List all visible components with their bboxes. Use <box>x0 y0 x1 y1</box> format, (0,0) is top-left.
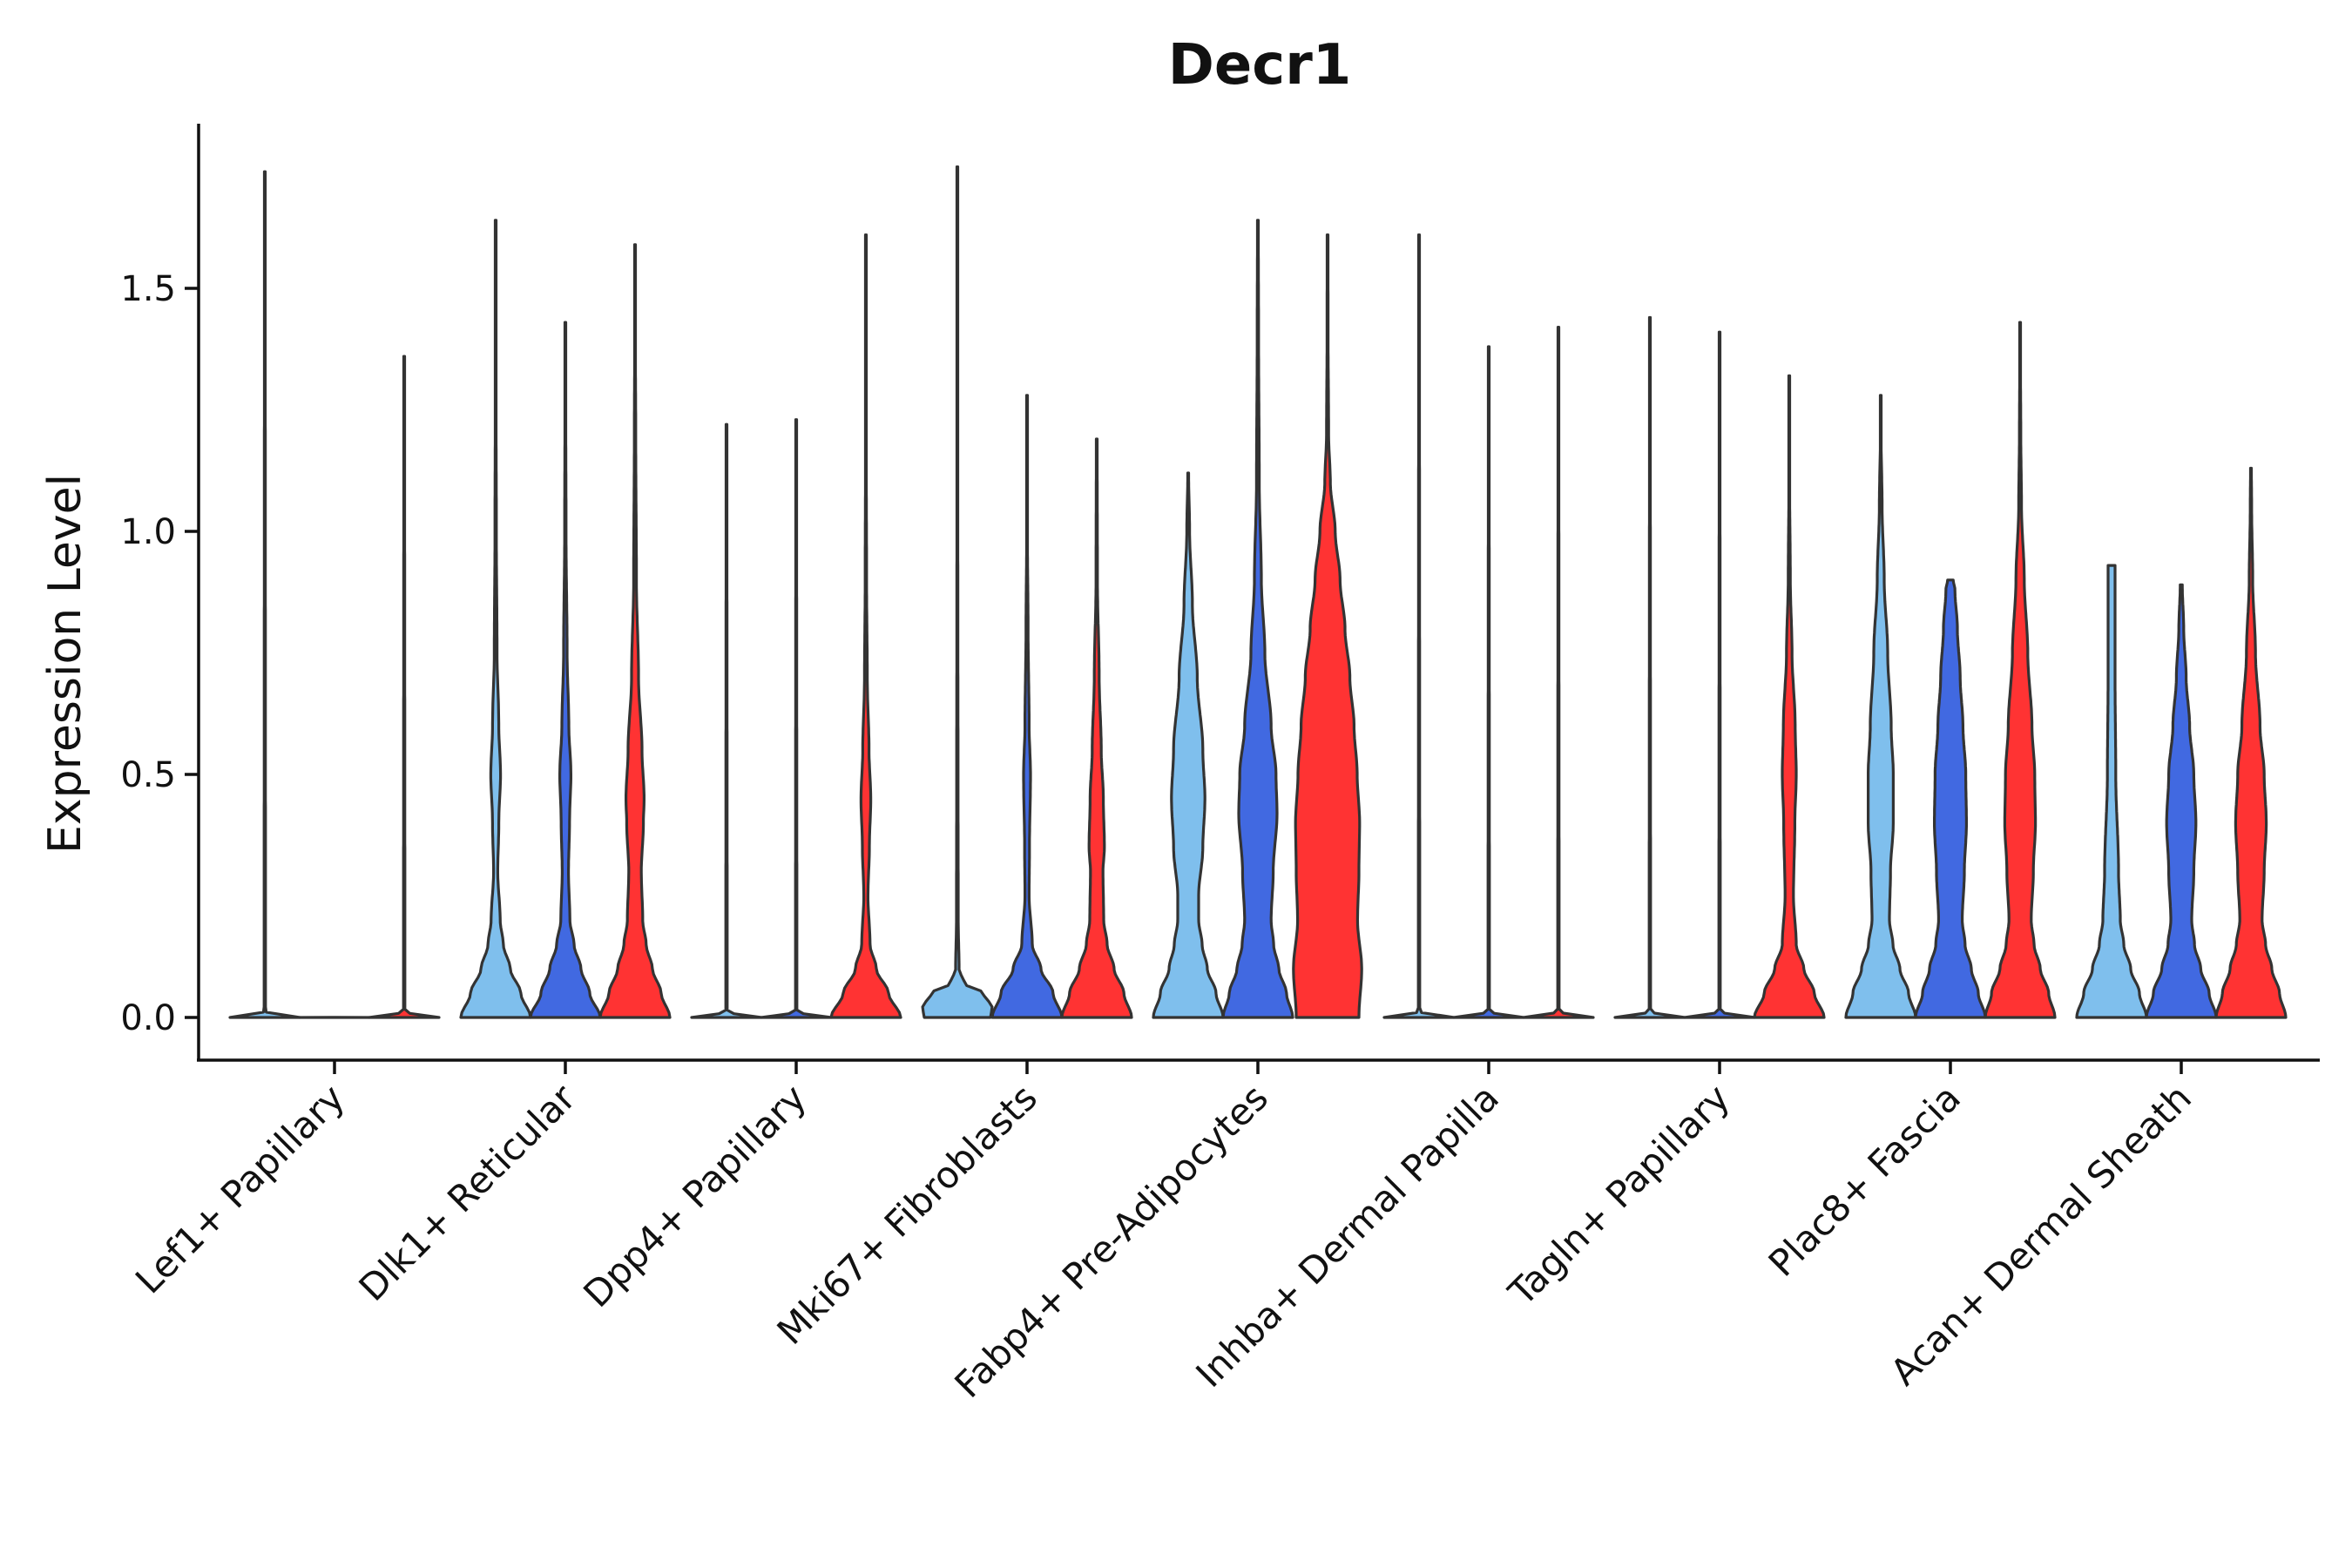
category-label: Mki67+ Fibroblasts <box>769 1076 1045 1352</box>
violin-6-2 <box>1452 345 1525 1019</box>
y-axis-ticks: 0.0 0.5 1.0 1.5 <box>120 269 199 1038</box>
violin-7-1 <box>1613 315 1686 1019</box>
y-axis-title: Expression Level <box>39 474 91 854</box>
violin-1-1 <box>228 170 301 1019</box>
y-tick-label: 1.5 <box>120 269 176 309</box>
violin-9-1 <box>2075 564 2148 1019</box>
violin-3-2 <box>760 418 833 1019</box>
y-tick-label: 0.0 <box>120 998 176 1038</box>
violin-7-3 <box>1753 374 1826 1019</box>
category-label: Tagln+ Papillary <box>1500 1076 1738 1314</box>
violin-3-1 <box>690 422 763 1019</box>
violin-4-1 <box>921 165 994 1019</box>
violin-2-2 <box>529 321 602 1019</box>
violin-5-3 <box>1292 233 1363 1019</box>
violin-9-2 <box>2145 583 2218 1019</box>
category-label: Lef1+ Papillary <box>127 1076 353 1301</box>
violin-2-1 <box>459 219 532 1019</box>
category-label: Dlk1+ Reticular <box>351 1076 585 1309</box>
violin-6-1 <box>1382 233 1456 1019</box>
violin-8-1 <box>1844 394 1917 1019</box>
violin-8-2 <box>1914 578 1987 1019</box>
chart-title: Decr1 <box>1168 33 1352 98</box>
violin-3-3 <box>829 233 902 1019</box>
category-label: Dpp4+ Papillary <box>575 1076 814 1315</box>
violin-6-3 <box>1522 326 1595 1019</box>
violin-1-3 <box>368 355 441 1019</box>
y-tick-label: 0.5 <box>120 755 176 795</box>
violin-2-3 <box>598 243 672 1019</box>
violin-4-3 <box>1060 437 1133 1019</box>
violin-layer <box>228 165 2288 1019</box>
category-label: Plac8+ Fascia <box>1761 1076 1969 1284</box>
violin-4-2 <box>990 394 1064 1019</box>
violin-9-3 <box>2214 466 2288 1019</box>
violin-5-1 <box>1152 471 1225 1019</box>
y-tick-label: 1.0 <box>120 512 176 552</box>
violin-5-2 <box>1221 219 1294 1019</box>
violin-7-2 <box>1683 330 1756 1019</box>
violin-8-3 <box>1984 321 2057 1019</box>
